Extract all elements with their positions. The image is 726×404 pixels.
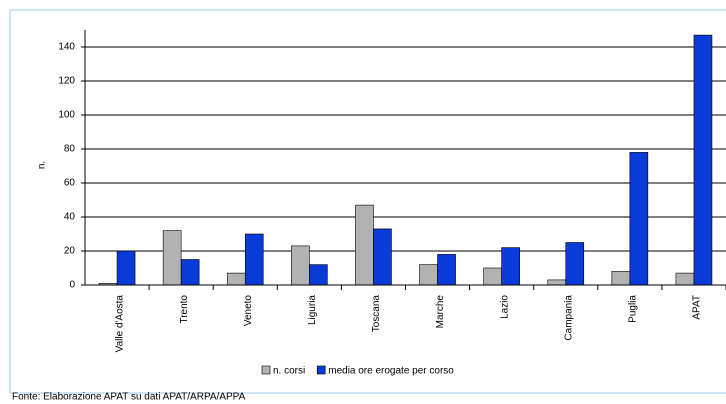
y-tick-label: 60	[64, 178, 76, 189]
bar	[565, 242, 585, 286]
legend-swatch	[261, 365, 271, 375]
x-tick-label: Puglia	[627, 295, 638, 323]
x-tick-label: Veneto	[243, 295, 254, 327]
legend-label: n. corsi	[273, 366, 305, 377]
bar	[547, 279, 567, 286]
x-tick-label: Marche	[435, 295, 446, 329]
x-tick-label: Liguria	[307, 295, 318, 325]
bar	[611, 271, 631, 286]
y-tick-label: 100	[58, 110, 75, 121]
bar	[483, 267, 502, 286]
y-axis-label: n.	[37, 161, 48, 169]
bar	[244, 233, 264, 286]
bar	[693, 34, 713, 286]
y-tick-label: 80	[64, 144, 76, 155]
x-tick-label: Lazio	[499, 295, 510, 319]
bar	[355, 204, 374, 286]
bar	[180, 259, 200, 286]
bar	[419, 264, 438, 286]
chart-frame	[9, 9, 726, 394]
bar	[437, 254, 456, 286]
y-tick-label: 20	[64, 246, 76, 257]
y-tick-label: 40	[64, 212, 76, 223]
bar	[373, 228, 392, 286]
x-tick-label: Toscana	[371, 295, 382, 333]
y-tick-label: 0	[69, 280, 75, 291]
y-tick-label: 120	[58, 76, 75, 87]
x-tick-label: APAT	[692, 295, 703, 320]
y-tick-label: 140	[58, 42, 75, 53]
source-note: Fonte: Elaborazione APAT su dati APAT/AR…	[12, 392, 246, 403]
bar	[291, 245, 310, 286]
bar	[116, 250, 136, 286]
bar	[629, 152, 649, 286]
x-tick-label: Valle d'Aosta	[115, 295, 126, 353]
x-tick-label: Trento	[179, 295, 190, 324]
bar	[675, 272, 695, 286]
bar	[226, 272, 246, 286]
bar	[309, 264, 328, 286]
x-tick-label: Campania	[563, 295, 574, 341]
legend-swatch	[316, 365, 326, 375]
bar	[162, 230, 182, 286]
bar	[501, 247, 520, 286]
legend-label: media ore erogate per corso	[328, 366, 454, 377]
